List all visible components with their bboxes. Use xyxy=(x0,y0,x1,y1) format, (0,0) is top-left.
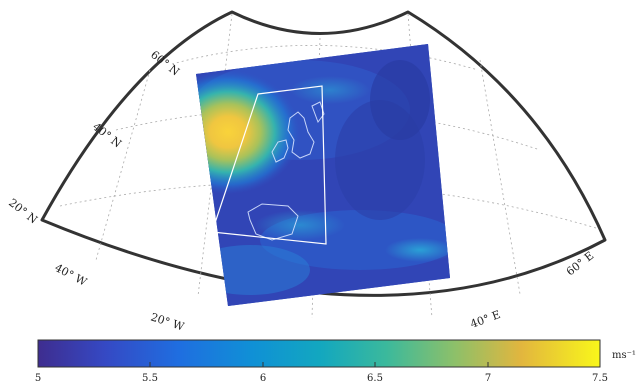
colorbar-tick-label: 5.5 xyxy=(142,373,158,384)
label-20w: 20° W xyxy=(149,310,186,333)
colorbar-tick-label: 5 xyxy=(35,373,41,384)
colorbar: 5 5.5 6 6.5 7 7.5 ms⁻¹ xyxy=(35,339,636,384)
colorbar-tick-label: 6.5 xyxy=(367,373,383,384)
colorbar-tick-label: 6 xyxy=(260,373,266,384)
label-40e: 40° E xyxy=(469,308,503,331)
colorbar-tick-label: 7.5 xyxy=(592,373,608,384)
parallel-40n xyxy=(115,108,541,151)
meridian-20w xyxy=(197,13,233,297)
coastlines xyxy=(247,101,325,241)
colorbar-tick-label: 7 xyxy=(485,373,491,384)
colorbar-ticks xyxy=(37,362,601,367)
inner-domain-box xyxy=(211,85,327,245)
label-40w: 40° W xyxy=(53,261,90,289)
label-20n: 20° N xyxy=(6,196,40,227)
colorbar-gradient xyxy=(37,339,601,368)
colorbar-unit-label: ms⁻¹ xyxy=(612,350,636,361)
